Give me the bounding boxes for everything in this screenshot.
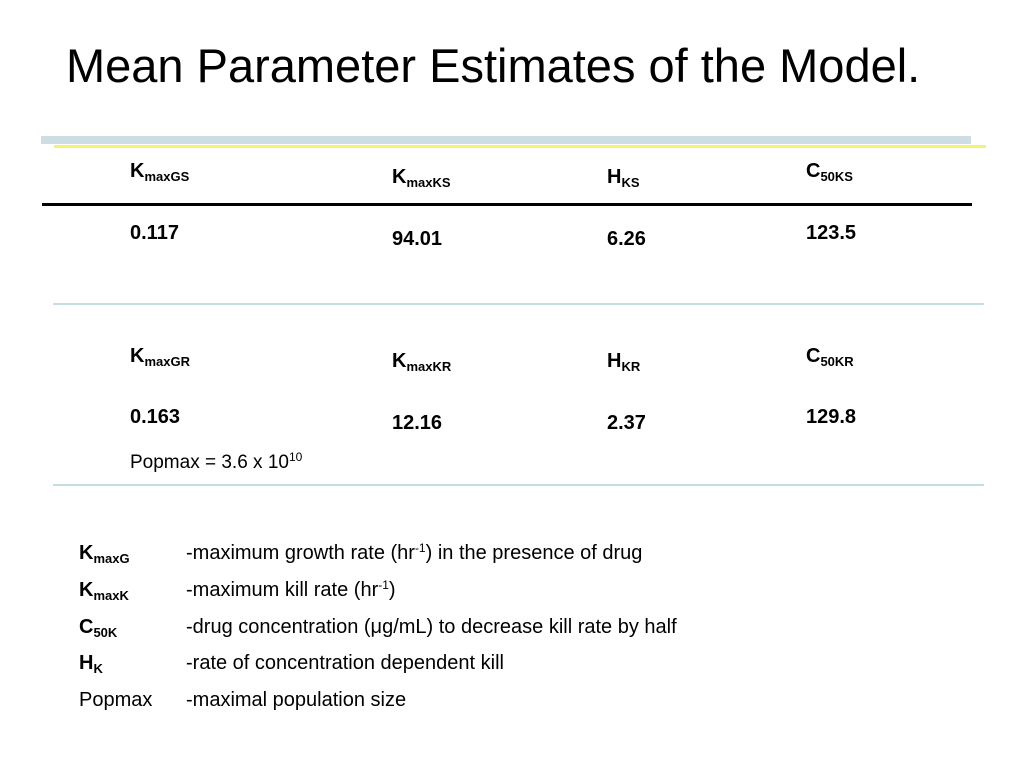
row1-header-kmaxgs: KmaxGS [130,160,190,184]
legend-description: -maximum kill rate (hr-1) [186,578,396,601]
row1-header-c50ks: C50KS [806,160,853,184]
row1-value-kmaxgs: 0.117 [130,222,179,244]
row2-value-c50kr: 129.8 [806,406,857,428]
row2-header-hkr: HKR [607,350,641,374]
row1-value-hks: 6.26 [607,228,646,250]
row2-value-kmaxgr: 0.163 [130,406,181,428]
legend-symbol: KmaxK [79,579,129,603]
legend-symbol: Popmax [79,689,153,711]
row1-header-kmaxks: KmaxKS [392,166,451,190]
legend-description: -drug concentration (μg/mL) to decrease … [186,616,677,638]
row2-header-kmaxkr: KmaxKR [392,350,452,374]
legend-symbol: KmaxG [79,542,130,566]
header-rule [42,203,972,206]
row2-header-kmaxgr: KmaxGR [130,345,190,369]
legend-symbol: C50K [79,616,118,640]
table-bottom-rule [53,484,984,486]
row1-value-kmaxks: 94.01 [392,228,443,250]
page-title: Mean Parameter Estimates of the Model. [66,39,921,92]
decorative-accent-line [54,145,986,148]
legend-description: -rate of concentration dependent kill [186,652,504,674]
legend-symbol: HK [79,652,103,676]
legend-description: -maximum growth rate (hr-1) in the prese… [186,541,643,564]
row-separator [53,303,984,305]
popmax-note: Popmax = 3.6 x 1010 [130,450,303,473]
row2-value-kmaxkr: 12.16 [392,412,443,434]
legend-description: -maximal population size [186,689,407,711]
decorative-band [41,136,971,144]
row1-header-hks: HKS [607,166,640,190]
row2-header-c50kr: C50KR [806,345,854,369]
row2-value-hkr: 2.37 [607,412,646,434]
row1-value-c50ks: 123.5 [806,222,857,244]
